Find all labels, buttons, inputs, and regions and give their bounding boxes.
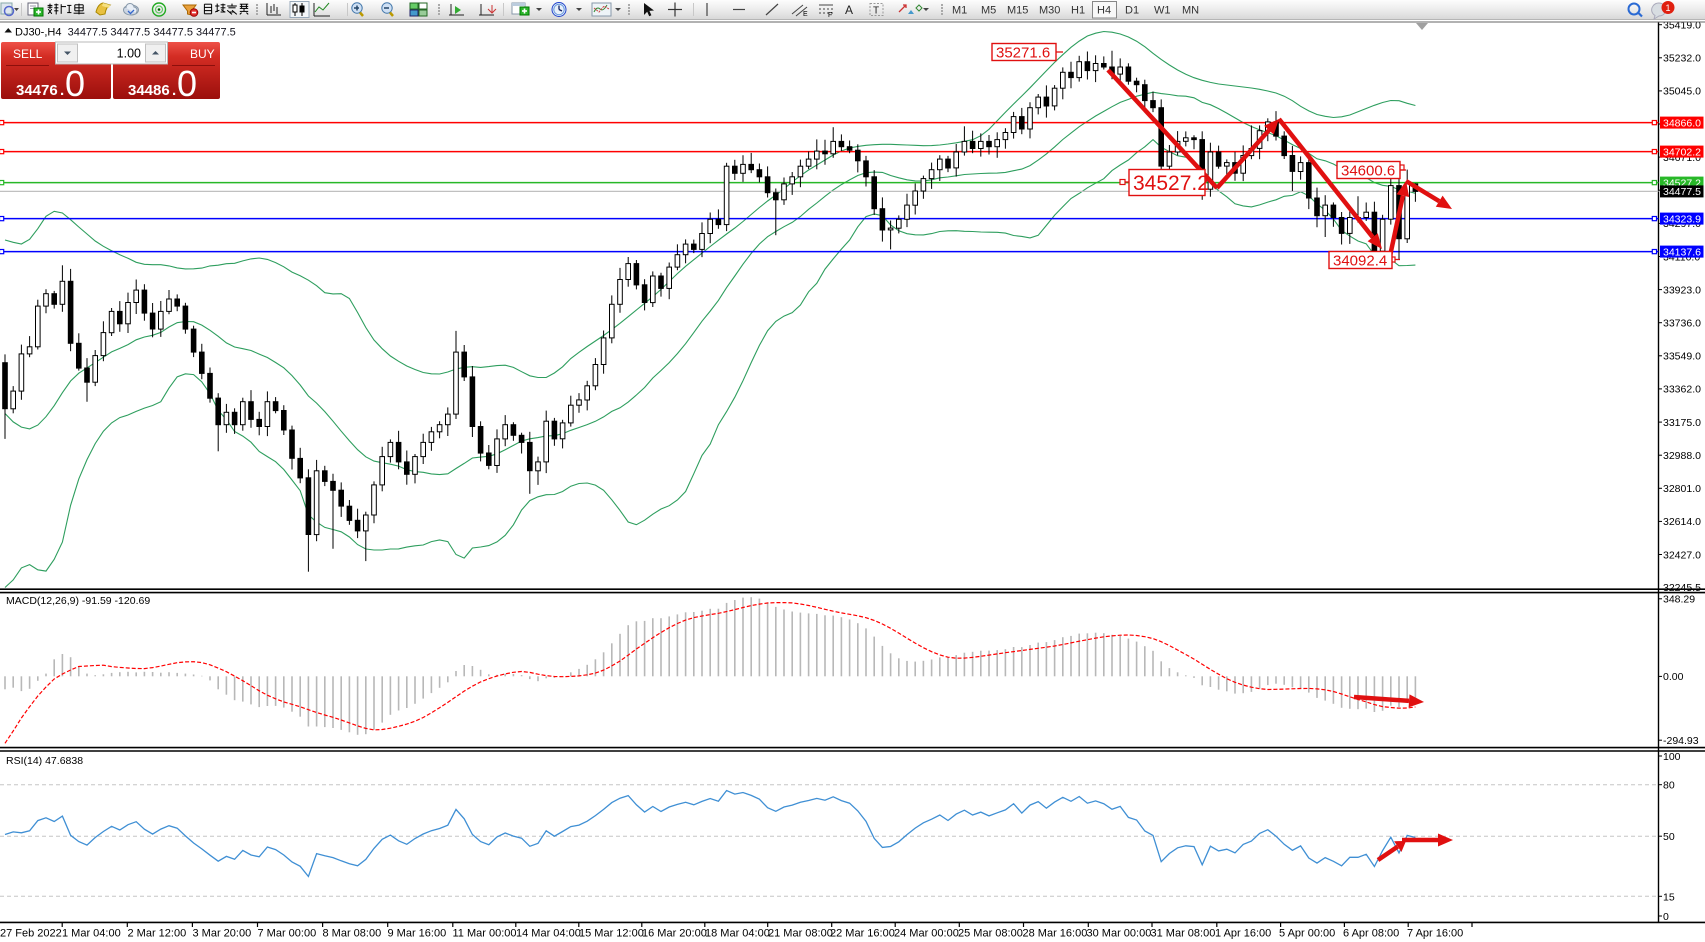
svg-text:28 Mar 16:00: 28 Mar 16:00 bbox=[1023, 928, 1088, 940]
svg-text:32614.0: 32614.0 bbox=[1663, 516, 1701, 528]
svg-text:34323.9: 34323.9 bbox=[1663, 213, 1701, 225]
svg-text:15 Mar 12:00: 15 Mar 12:00 bbox=[579, 928, 644, 940]
svg-text:1: 1 bbox=[1666, 3, 1671, 13]
svg-text:32427.0: 32427.0 bbox=[1663, 549, 1701, 561]
svg-text:D1: D1 bbox=[1125, 5, 1139, 17]
svg-text:1 Apr 16:00: 1 Apr 16:00 bbox=[1215, 928, 1271, 940]
svg-text:.: . bbox=[172, 82, 176, 99]
svg-text:33175.0: 33175.0 bbox=[1663, 417, 1701, 429]
svg-text:A: A bbox=[845, 3, 853, 17]
svg-text:100: 100 bbox=[1663, 751, 1681, 763]
svg-text:348.29: 348.29 bbox=[1663, 594, 1695, 606]
svg-text:1.00: 1.00 bbox=[117, 47, 141, 61]
svg-text:BUY: BUY bbox=[190, 47, 215, 61]
svg-text:34477.5: 34477.5 bbox=[1663, 186, 1701, 198]
svg-text:6 Apr 08:00: 6 Apr 08:00 bbox=[1343, 928, 1399, 940]
svg-text:34600.6: 34600.6 bbox=[1341, 162, 1395, 179]
svg-text:35045.0: 35045.0 bbox=[1663, 86, 1701, 98]
svg-text:32245.5: 32245.5 bbox=[1663, 582, 1701, 594]
svg-text:31 Mar 08:00: 31 Mar 08:00 bbox=[1151, 928, 1216, 940]
svg-text:SELL: SELL bbox=[13, 47, 43, 61]
svg-text:M5: M5 bbox=[981, 5, 996, 17]
svg-text:H1: H1 bbox=[1071, 5, 1085, 17]
svg-text:M30: M30 bbox=[1039, 5, 1060, 17]
svg-text:18 Mar 04:00: 18 Mar 04:00 bbox=[705, 928, 770, 940]
svg-text:W1: W1 bbox=[1154, 5, 1171, 17]
svg-text:33362.0: 33362.0 bbox=[1663, 384, 1701, 396]
svg-text:33736.0: 33736.0 bbox=[1663, 318, 1701, 330]
svg-text:M15: M15 bbox=[1007, 5, 1028, 17]
svg-text:0: 0 bbox=[1663, 911, 1669, 923]
svg-text:F: F bbox=[828, 12, 832, 19]
svg-text:35232.0: 35232.0 bbox=[1663, 53, 1701, 65]
svg-text:8 Mar 08:00: 8 Mar 08:00 bbox=[323, 928, 382, 940]
svg-text:M1: M1 bbox=[952, 5, 967, 17]
svg-text:1 Mar 04:00: 1 Mar 04:00 bbox=[62, 928, 121, 940]
svg-text:16 Mar 20:00: 16 Mar 20:00 bbox=[642, 928, 707, 940]
svg-text:T: T bbox=[873, 6, 879, 17]
svg-text:27 Feb 2022: 27 Feb 2022 bbox=[0, 928, 62, 940]
svg-text:34702.2: 34702.2 bbox=[1663, 146, 1701, 158]
svg-text:.: . bbox=[60, 82, 64, 99]
svg-text:30 Mar 00:00: 30 Mar 00:00 bbox=[1087, 928, 1152, 940]
svg-text:-294.93: -294.93 bbox=[1663, 735, 1699, 747]
svg-text:0: 0 bbox=[177, 63, 197, 104]
svg-text:34476: 34476 bbox=[16, 82, 58, 99]
svg-text:2 Mar 12:00: 2 Mar 12:00 bbox=[128, 928, 187, 940]
svg-text:80: 80 bbox=[1663, 780, 1675, 792]
svg-text:34866.0: 34866.0 bbox=[1663, 117, 1701, 129]
svg-text:21 Mar 08:00: 21 Mar 08:00 bbox=[768, 928, 833, 940]
svg-text:RSI(14) 47.6838: RSI(14) 47.6838 bbox=[6, 755, 83, 767]
svg-text:32988.0: 32988.0 bbox=[1663, 450, 1701, 462]
svg-text:14 Mar 04:00: 14 Mar 04:00 bbox=[516, 928, 581, 940]
svg-text:50: 50 bbox=[1663, 831, 1675, 843]
svg-text:35419.0: 35419.0 bbox=[1663, 20, 1701, 32]
svg-text:11 Mar 00:00: 11 Mar 00:00 bbox=[453, 928, 517, 940]
svg-text:MACD(12,26,9) -91.59 -120.69: MACD(12,26,9) -91.59 -120.69 bbox=[6, 595, 150, 607]
svg-text:32801.0: 32801.0 bbox=[1663, 483, 1701, 495]
svg-text:9 Mar 16:00: 9 Mar 16:00 bbox=[388, 928, 447, 940]
svg-text:33549.0: 33549.0 bbox=[1663, 351, 1701, 363]
svg-text:25 Mar 08:00: 25 Mar 08:00 bbox=[958, 928, 1023, 940]
svg-text:33923.0: 33923.0 bbox=[1663, 284, 1701, 296]
svg-text:7 Apr 16:00: 7 Apr 16:00 bbox=[1407, 928, 1463, 940]
svg-text:DJ30-,H4 34477.5 34477.5 3447: DJ30-,H4 34477.5 34477.5 34477.5 34477.5 bbox=[15, 27, 236, 39]
svg-text:22 Mar 16:00: 22 Mar 16:00 bbox=[830, 928, 895, 940]
svg-text:3 Mar 20:00: 3 Mar 20:00 bbox=[193, 928, 252, 940]
svg-text:0.00: 0.00 bbox=[1663, 671, 1684, 683]
svg-text:34486: 34486 bbox=[128, 82, 170, 99]
svg-text:35271.6: 35271.6 bbox=[996, 44, 1050, 61]
svg-text:5 Apr 00:00: 5 Apr 00:00 bbox=[1279, 928, 1335, 940]
svg-text:0: 0 bbox=[65, 63, 85, 104]
svg-text:MN: MN bbox=[1182, 5, 1199, 17]
svg-text:24 Mar 00:00: 24 Mar 00:00 bbox=[894, 928, 959, 940]
svg-text:34527.2: 34527.2 bbox=[1133, 172, 1209, 195]
svg-text:7 Mar 00:00: 7 Mar 00:00 bbox=[258, 928, 317, 940]
svg-text:E: E bbox=[803, 11, 808, 18]
svg-text:H4: H4 bbox=[1097, 5, 1111, 17]
svg-text:34092.4: 34092.4 bbox=[1333, 252, 1387, 269]
svg-text:15: 15 bbox=[1663, 892, 1675, 904]
svg-text:34137.6: 34137.6 bbox=[1663, 246, 1701, 258]
